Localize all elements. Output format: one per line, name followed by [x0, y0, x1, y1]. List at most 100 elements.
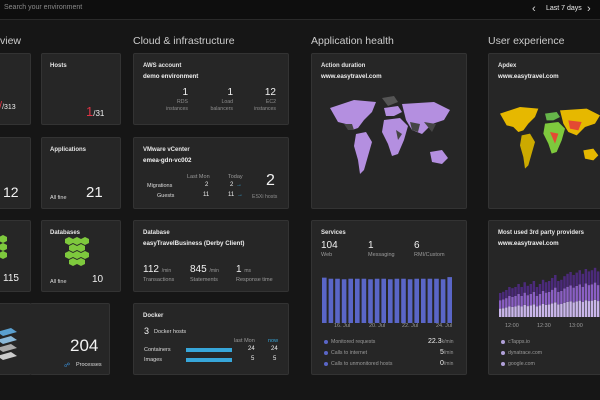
apdex-subtitle: www.easytravel.com: [498, 73, 559, 80]
search-input[interactable]: Search your environment: [4, 4, 83, 11]
provider-bar-segment: [532, 291, 536, 305]
bullet-icon: [501, 350, 505, 355]
timeframe-selector[interactable]: Last 7 days: [546, 5, 582, 12]
provider-bar-segment: [581, 301, 585, 317]
service-bar: [361, 278, 367, 323]
action-duration-tile[interactable]: Action duration www.easytravel.com: [311, 53, 467, 209]
provider-bar-segment: [596, 301, 600, 317]
docker-images-bar: [186, 358, 232, 362]
applications-status: All fine: [50, 195, 67, 201]
aws-stat-rds-label: RDS instances: [166, 99, 188, 112]
provider-bar-segment: [593, 299, 597, 317]
applications-count: 21: [86, 184, 103, 201]
aws-stat-rds-value: 1: [182, 87, 188, 98]
vmware-row-guests-label: Guests: [157, 193, 175, 199]
database-tile[interactable]: Database easyTravelBusiness (Derby Clien…: [133, 220, 289, 292]
provider-bar-segment: [526, 306, 529, 317]
provider-bar-segment: [499, 293, 502, 301]
provider-bar-segment: [544, 282, 548, 293]
vmware-esxi-value: 2: [266, 172, 275, 189]
service-bar: [394, 278, 400, 323]
provider-bar-segment: [584, 269, 588, 284]
tp-xtick-1: 12:30: [537, 323, 551, 329]
provider-bar-segment: [541, 303, 545, 317]
provider-bar-segment: [554, 302, 557, 317]
service-bar: [381, 278, 386, 323]
databases-count: 10: [92, 274, 104, 285]
svc-metric-1-label: Calls to internet: [331, 350, 368, 356]
provider-bar-segment: [557, 291, 560, 305]
provider-bar-segment: [575, 285, 578, 302]
provider-bar-segment: [584, 283, 588, 301]
docker-hosts-value: 3: [144, 326, 150, 336]
services-tile[interactable]: Services 104 Web 1 Messaging 6 RMI/Custo…: [311, 220, 467, 375]
aws-title: AWS account: [143, 63, 182, 69]
chevron-left-icon[interactable]: ‹: [532, 3, 536, 15]
databases-tile[interactable]: Databases All fine 10: [41, 220, 121, 292]
bullet-icon: [324, 339, 328, 344]
apdex-world-map: [500, 107, 600, 169]
svc-metric-0-value: 22.3: [428, 338, 442, 345]
provider-bar-segment: [523, 282, 526, 293]
provider-bar-segment: [517, 305, 520, 317]
third-party-subtitle: www.easytravel.com: [498, 240, 559, 247]
service-bar: [421, 278, 426, 323]
services-title: Services: [321, 230, 346, 236]
action-duration-title: Action duration: [321, 63, 366, 69]
provider-bar-segment: [590, 300, 594, 317]
vmware-col-last: Last Mon: [187, 174, 210, 180]
services-bar-chart: [322, 277, 452, 323]
service-bar: [355, 278, 360, 323]
bullet-icon: [501, 361, 505, 366]
applications-title: Applications: [50, 147, 87, 153]
svc-metric-2-value: 0: [440, 360, 444, 367]
service-bar: [434, 278, 439, 323]
svc-metric-1-value: 5: [440, 349, 444, 356]
provider-bar-segment: [499, 300, 502, 309]
provider-bar-segment: [578, 300, 581, 317]
aws-tile[interactable]: AWS account demo environment 1 RDS insta…: [133, 53, 289, 125]
section-ux-title: User experience: [488, 35, 565, 47]
world-map: [330, 96, 450, 174]
docker-col-last: last Mon: [234, 338, 255, 344]
vmware-title: VMware vCenter: [143, 147, 190, 153]
bullet-icon: [501, 339, 505, 344]
applications-overview-tile[interactable]: 12: [0, 137, 31, 209]
chevron-right-icon[interactable]: ›: [587, 3, 591, 15]
db-response-unit: ms: [244, 268, 252, 274]
docker-images-last: 5: [251, 356, 255, 362]
service-bar: [388, 279, 393, 323]
docker-tile[interactable]: Docker 3 Docker hosts last Mon now Conta…: [133, 303, 289, 375]
provider-bar-segment: [526, 295, 529, 307]
service-bar: [414, 278, 419, 323]
svc-metric-0-label: Monitored requests: [331, 339, 376, 345]
processes-overview-tile[interactable]: [0, 303, 31, 375]
provider-bar-segment: [508, 306, 511, 317]
provider-bar-segment: [590, 284, 594, 301]
third-party-tile[interactable]: Most used 3rd party providers www.easytr…: [488, 220, 600, 375]
provider-bar-segment: [569, 272, 572, 286]
provider-bar-segment: [596, 285, 600, 302]
provider-bar-segment: [505, 290, 508, 299]
trend-icon: →: [237, 192, 243, 198]
processes-tile[interactable]: 204 ☍ Processes: [30, 303, 110, 375]
aws-subtitle: demo environment: [143, 73, 199, 80]
provider-bar-segment: [593, 267, 597, 283]
docker-containers-bar: [186, 348, 232, 352]
provider-bar-segment: [538, 293, 542, 306]
provider-bar-segment: [596, 271, 600, 286]
vmware-tile[interactable]: VMware vCenter emea-gdn-vc002 Last Mon T…: [133, 137, 289, 209]
databases-left-count: 115: [3, 273, 19, 284]
hosts-tile[interactable]: Hosts 1/31: [41, 53, 121, 125]
applications-tile[interactable]: Applications All fine 21: [41, 137, 121, 209]
databases-overview-tile[interactable]: 115: [0, 220, 31, 292]
section-overview-title: view: [0, 35, 22, 47]
provider-bar-segment: [572, 275, 575, 288]
tp-provider-1: dynatrace.com: [508, 350, 543, 356]
bullet-icon: [324, 350, 328, 355]
apdex-tile[interactable]: Apdex www.easytravel.com: [488, 53, 600, 209]
service-bar: [447, 277, 452, 323]
docker-containers-last: 24: [248, 346, 255, 352]
provider-bar-segment: [505, 307, 508, 317]
hosts-overview-tile[interactable]: //313: [0, 53, 31, 125]
